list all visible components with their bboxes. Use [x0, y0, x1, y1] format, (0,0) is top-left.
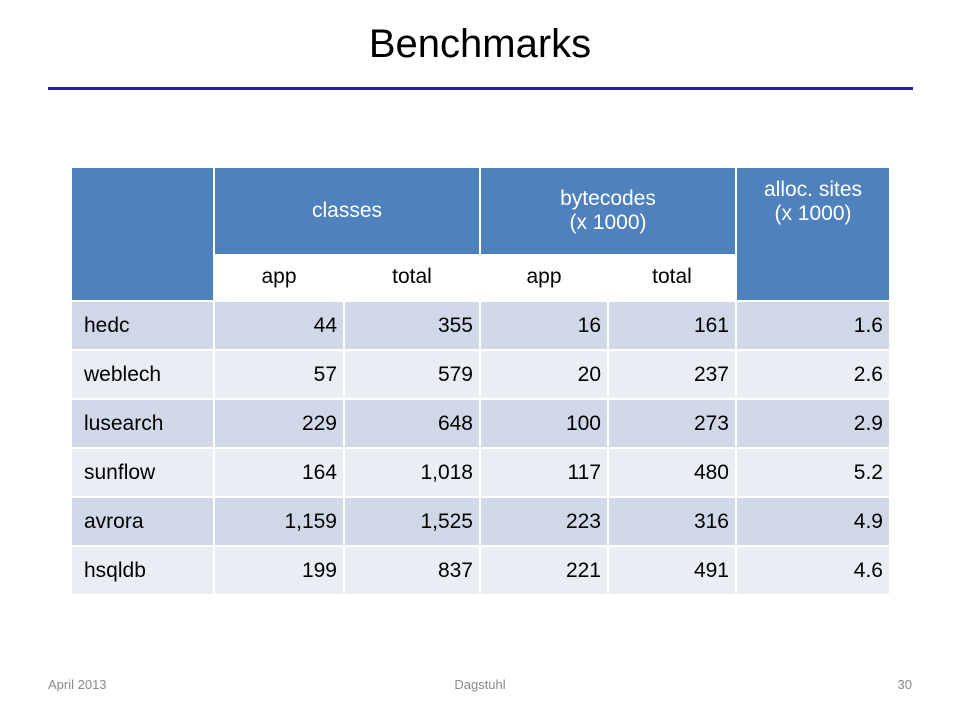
table-header-row: classes bytecodes (x 1000) alloc. sites …: [72, 168, 889, 300]
table-row: lusearch 229 648 100 273 2.9: [72, 398, 889, 447]
bytecodes-total-value: 316: [609, 496, 737, 545]
bytecodes-total-value: 273: [609, 398, 737, 447]
table-row: weblech 57 579 20 237 2.6: [72, 349, 889, 398]
alloc-sites-value: 2.6: [737, 349, 889, 398]
slide-title: Benchmarks: [368, 22, 592, 66]
table-subheader-row: app total app total: [72, 254, 889, 300]
alloc-sites-value: 1.6: [737, 300, 889, 349]
classes-app-value: 199: [215, 545, 345, 594]
bytecodes-app-value: 20: [481, 349, 609, 398]
bytecodes-app-value: 100: [481, 398, 609, 447]
bytecodes-app-value: 221: [481, 545, 609, 594]
table-row: avrora 1,159 1,525 223 316 4.9: [72, 496, 889, 545]
bytecodes-total-value: 237: [609, 349, 737, 398]
classes-header-label: classes: [311, 199, 383, 222]
table-row: hsqldb 199 837 221 491 4.6: [72, 545, 889, 594]
subheader-classes-app: app: [215, 254, 345, 300]
classes-total-value: 1,018: [345, 447, 481, 496]
classes-app-value: 1,159: [215, 496, 345, 545]
classes-total-value: 355: [345, 300, 481, 349]
subheader-classes-total: total: [345, 254, 481, 300]
table-row: hedc 44 355 16 161 1.6: [72, 300, 889, 349]
alloc-sites-header: alloc. sites (x 1000): [737, 168, 889, 300]
subheader-bytecodes-app: app: [481, 254, 609, 300]
title-underline: [48, 87, 913, 90]
benchmark-name: sunflow: [72, 447, 215, 496]
benchmark-name: weblech: [72, 349, 215, 398]
bytecodes-header-label: bytecodes: [560, 187, 656, 210]
bytecodes-total-value: 480: [609, 447, 737, 496]
footer-date: April 2013: [48, 677, 107, 692]
corner-header-cell: [72, 168, 215, 300]
classes-total-value: 1,525: [345, 496, 481, 545]
alloc-sites-value: 4.9: [737, 496, 889, 545]
bytecodes-total-value: 161: [609, 300, 737, 349]
bytecodes-app-value: 16: [481, 300, 609, 349]
classes-header: classes: [215, 168, 481, 254]
footer-page-number: 30: [897, 677, 912, 692]
bytecodes-app-value: 223: [481, 496, 609, 545]
benchmark-name: lusearch: [72, 398, 215, 447]
subheader-bytecodes-total: total: [609, 254, 737, 300]
classes-total-value: 837: [345, 545, 481, 594]
bytecodes-app-value: 117: [481, 447, 609, 496]
bytecodes-header: bytecodes (x 1000): [481, 168, 737, 254]
alloc-sites-header-label: alloc. sites: [763, 178, 863, 201]
footer-venue: Dagstuhl: [454, 677, 506, 692]
classes-total-value: 579: [345, 349, 481, 398]
benchmark-name: hsqldb: [72, 545, 215, 594]
alloc-sites-value: 5.2: [737, 447, 889, 496]
alloc-sites-value: 4.6: [737, 545, 889, 594]
table-row: sunflow 164 1,018 117 480 5.2: [72, 447, 889, 496]
alloc-sites-header-unit: (x 1000): [774, 202, 852, 225]
benchmarks-table: classes bytecodes (x 1000) alloc. sites …: [72, 168, 889, 594]
classes-total-value: 648: [345, 398, 481, 447]
classes-app-value: 229: [215, 398, 345, 447]
bytecodes-header-unit: (x 1000): [569, 211, 647, 234]
classes-app-value: 44: [215, 300, 345, 349]
classes-app-value: 164: [215, 447, 345, 496]
benchmark-name: hedc: [72, 300, 215, 349]
bytecodes-total-value: 491: [609, 545, 737, 594]
benchmark-name: avrora: [72, 496, 215, 545]
alloc-sites-value: 2.9: [737, 398, 889, 447]
classes-app-value: 57: [215, 349, 345, 398]
